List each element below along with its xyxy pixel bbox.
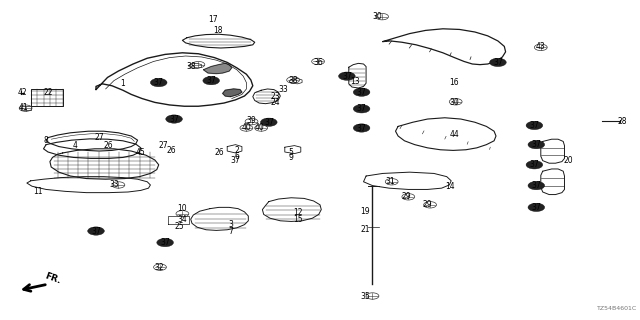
Text: 16: 16 <box>449 78 460 87</box>
Text: 40: 40 <box>241 123 252 132</box>
Text: 5: 5 <box>289 148 294 156</box>
Text: 37: 37 <box>169 115 179 124</box>
Circle shape <box>490 58 506 67</box>
Text: 45: 45 <box>136 148 146 157</box>
Text: 30: 30 <box>372 12 383 21</box>
Text: 3: 3 <box>228 220 233 229</box>
Text: 37: 37 <box>529 121 540 130</box>
Text: 39: 39 <box>246 116 257 125</box>
Text: 8: 8 <box>44 136 49 145</box>
Text: 21: 21 <box>360 225 369 234</box>
Text: 38: 38 <box>288 76 298 85</box>
Text: 41: 41 <box>19 103 29 112</box>
Text: 37: 37 <box>531 181 541 190</box>
Text: 6: 6 <box>234 152 239 161</box>
Text: 26: 26 <box>104 141 114 150</box>
Text: 37: 37 <box>356 88 367 97</box>
Text: 37: 37 <box>531 140 541 149</box>
Text: 13: 13 <box>350 77 360 86</box>
Circle shape <box>526 121 543 130</box>
Text: 28: 28 <box>618 117 627 126</box>
Text: 9: 9 <box>289 153 294 162</box>
Text: 33: 33 <box>278 85 289 94</box>
Text: 37: 37 <box>160 238 170 247</box>
Text: 25: 25 <box>174 222 184 231</box>
Text: 37: 37 <box>206 76 216 85</box>
Text: 32: 32 <box>154 263 164 272</box>
Text: 20: 20 <box>563 156 573 164</box>
Text: 26: 26 <box>166 146 177 155</box>
Text: FR.: FR. <box>44 271 62 285</box>
Circle shape <box>528 181 545 190</box>
Text: 33: 33 <box>109 180 119 189</box>
Text: 37: 37 <box>356 104 367 113</box>
Text: 37: 37 <box>154 78 164 87</box>
Text: 15: 15 <box>292 215 303 224</box>
Text: 38: 38 <box>186 62 196 71</box>
Text: 4: 4 <box>73 141 78 150</box>
Circle shape <box>88 227 104 235</box>
Text: 1: 1 <box>120 79 125 88</box>
Text: 37: 37 <box>493 58 503 67</box>
Circle shape <box>260 118 277 126</box>
Text: 29: 29 <box>422 200 433 209</box>
Circle shape <box>528 140 545 149</box>
Text: 2: 2 <box>234 146 239 155</box>
Text: 26: 26 <box>214 148 224 157</box>
Circle shape <box>150 78 167 87</box>
Text: 37: 37 <box>342 72 352 81</box>
Text: 35: 35 <box>360 292 370 301</box>
Text: 34: 34 <box>177 215 188 224</box>
Circle shape <box>203 76 220 85</box>
Text: 30: 30 <box>449 98 460 107</box>
Text: 7: 7 <box>228 227 233 236</box>
Text: 18: 18 <box>213 26 222 35</box>
Text: 37: 37 <box>230 156 241 165</box>
Text: TZ54B4601C: TZ54B4601C <box>596 306 637 311</box>
Text: 40: 40 <box>254 123 264 132</box>
Text: 27: 27 <box>94 133 104 142</box>
Text: 14: 14 <box>445 182 455 191</box>
Text: 11: 11 <box>33 187 42 196</box>
Circle shape <box>157 238 173 247</box>
Text: 27: 27 <box>158 141 168 150</box>
Text: 44: 44 <box>449 130 460 139</box>
Text: 42: 42 <box>17 88 28 97</box>
Text: 37: 37 <box>91 227 101 236</box>
Circle shape <box>166 115 182 123</box>
Text: 19: 19 <box>360 207 370 216</box>
Polygon shape <box>204 63 232 74</box>
Text: 37: 37 <box>264 118 274 127</box>
Circle shape <box>353 105 370 113</box>
Text: 22: 22 <box>44 88 52 97</box>
Circle shape <box>526 161 543 169</box>
Text: 36: 36 <box>313 58 323 67</box>
Polygon shape <box>223 89 242 97</box>
Text: 29: 29 <box>401 192 412 201</box>
Text: 31: 31 <box>385 177 396 186</box>
Text: 37: 37 <box>356 124 367 132</box>
Text: 12: 12 <box>293 208 302 217</box>
Text: 10: 10 <box>177 204 188 213</box>
Text: 43: 43 <box>536 42 546 51</box>
Circle shape <box>339 72 355 80</box>
Text: 37: 37 <box>529 160 540 169</box>
Text: 23: 23 <box>270 92 280 100</box>
Text: 17: 17 <box>208 15 218 24</box>
Circle shape <box>353 124 370 132</box>
Text: 24: 24 <box>270 98 280 107</box>
Circle shape <box>353 88 370 96</box>
Circle shape <box>528 203 545 212</box>
Text: 37: 37 <box>531 203 541 212</box>
